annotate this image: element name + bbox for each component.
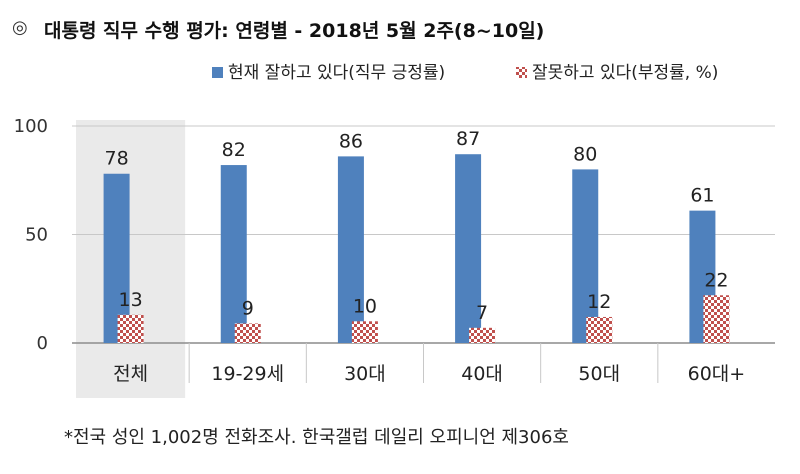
x-category-label: 30대	[344, 363, 386, 385]
highlight-band	[76, 120, 186, 398]
bar-approve	[337, 156, 364, 343]
value-label-disapprove: 9	[242, 297, 254, 319]
legend-swatch-approve	[212, 67, 223, 78]
title-bullet-icon: ◎	[12, 17, 28, 38]
bar-disapprove	[586, 316, 613, 343]
bar-approve	[572, 169, 599, 343]
bar-approve	[455, 154, 482, 343]
y-tick-label: 0	[37, 333, 48, 354]
value-label-disapprove: 7	[476, 302, 488, 324]
value-label-disapprove: 13	[118, 289, 142, 311]
x-category-label: 40대	[461, 363, 503, 385]
legend-label-disapprove: 잘못하고 있다(부정률, %)	[532, 63, 718, 83]
bar-disapprove	[234, 323, 261, 343]
bar-approve	[220, 165, 247, 343]
y-tick-label: 50	[25, 225, 48, 246]
bar-disapprove	[351, 321, 378, 343]
y-tick-label: 100	[14, 116, 48, 137]
value-label-approve: 78	[104, 148, 128, 170]
chart-title: 대통령 직무 수행 평가: 연령별 - 2018년 5월 2주(8~10일)	[44, 20, 545, 42]
legend-label-approve: 현재 잘하고 있다(직무 긍정률)	[228, 63, 445, 83]
x-category-label: 19-29세	[211, 363, 284, 385]
bar-disapprove	[117, 314, 144, 343]
x-category-label: 50대	[578, 363, 620, 385]
value-label-approve: 80	[573, 143, 597, 165]
value-label-approve: 86	[339, 130, 363, 152]
x-category-label: 전체	[113, 363, 148, 385]
value-label-approve: 61	[690, 185, 714, 207]
footnote: *전국 성인 1,002명 전화조사. 한국갤럽 데일리 오피니언 제306호	[64, 427, 569, 448]
legend-swatch-disapprove	[516, 67, 527, 78]
value-label-disapprove: 12	[587, 291, 611, 313]
value-label-approve: 82	[222, 139, 246, 161]
bar-disapprove	[469, 327, 496, 343]
value-label-disapprove: 10	[353, 295, 377, 317]
value-label-approve: 87	[456, 128, 480, 150]
value-label-disapprove: 22	[704, 269, 728, 291]
x-category-label: 60대+	[688, 363, 746, 385]
bar-disapprove	[703, 295, 730, 343]
